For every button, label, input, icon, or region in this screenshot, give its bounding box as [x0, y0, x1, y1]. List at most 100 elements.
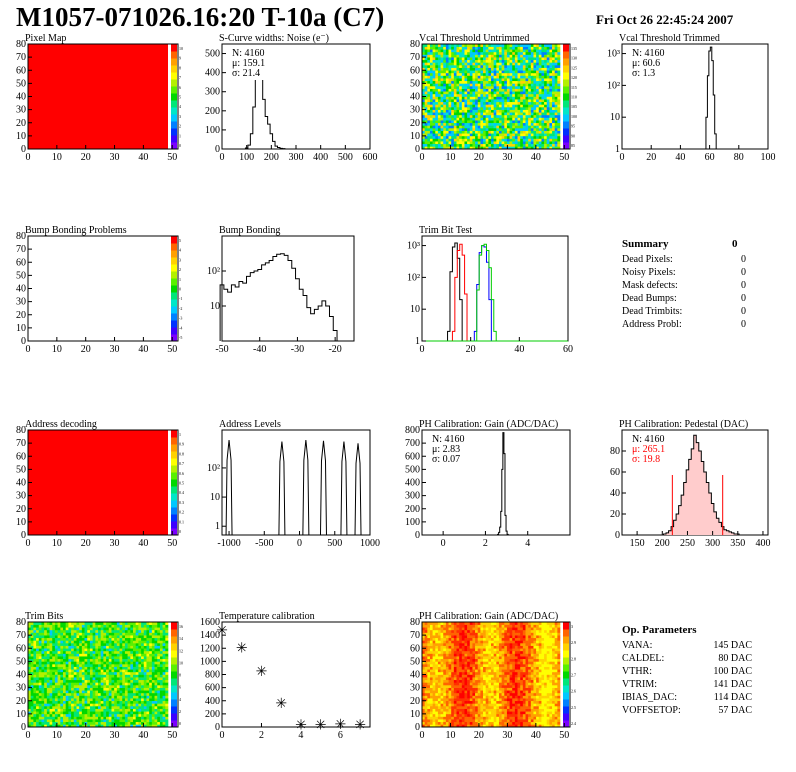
- heatmap-cell: [57, 627, 61, 631]
- heatmap-cell: [469, 46, 473, 50]
- heatmap-cell: [79, 635, 83, 639]
- heatmap-cell: [443, 75, 447, 79]
- heatmap-cell: [138, 695, 142, 699]
- heatmap-cell: [151, 643, 155, 646]
- heatmap-cell: [530, 138, 534, 142]
- heatmap-cell: [459, 54, 463, 58]
- heatmap-cell: [424, 133, 428, 137]
- heatmap-cell: [154, 708, 158, 712]
- heatmap-cell: [122, 724, 126, 728]
- heatmap-cell: [111, 711, 115, 715]
- heatmap-cell: [146, 629, 150, 633]
- heatmap-cell: [127, 656, 131, 660]
- heatmap-cell: [472, 88, 476, 92]
- heatmap-cell: [33, 713, 37, 717]
- heatmap-cell: [76, 713, 80, 717]
- heatmap-cell: [475, 711, 479, 715]
- heatmap-cell: [464, 716, 468, 720]
- heatmap-cell: [28, 627, 31, 631]
- heatmap-cell: [79, 624, 83, 628]
- heatmap-cell: [445, 70, 449, 74]
- heatmap-cell: [528, 713, 532, 717]
- heatmap-cell: [459, 51, 463, 55]
- heatmap-cell: [472, 141, 476, 145]
- heatmap-cell: [54, 658, 58, 662]
- x-tick-label: 150: [630, 538, 645, 549]
- heatmap-cell: [89, 624, 93, 628]
- heatmap-cell: [541, 70, 545, 74]
- heatmap-cell: [422, 46, 425, 50]
- heatmap-cell: [501, 75, 505, 79]
- heatmap-cell: [440, 125, 444, 129]
- heatmap-cell: [46, 716, 50, 720]
- heatmap-cell: [424, 101, 428, 105]
- colorbar-cell: [171, 51, 177, 59]
- heatmap-cell: [429, 112, 433, 116]
- heatmap-cell: [546, 99, 550, 103]
- heatmap-cell: [432, 138, 436, 142]
- heatmap-cell: [52, 719, 56, 723]
- heatmap-cell: [536, 122, 540, 126]
- heatmap-cell: [435, 70, 439, 74]
- heatmap-cell: [63, 629, 66, 633]
- heatmap-cell: [60, 640, 64, 644]
- colorbar-label: 1: [179, 432, 181, 437]
- heatmap-cell: [475, 62, 479, 66]
- heatmap-cell: [501, 135, 505, 139]
- heatmap-cell: [549, 44, 553, 47]
- heatmap-cell: [525, 133, 529, 137]
- heatmap-cell: [73, 671, 77, 675]
- heatmap-cell: [461, 117, 465, 121]
- colorbar-cell: [563, 51, 569, 59]
- heatmap-cell: [71, 656, 75, 660]
- heatmap-cell: [429, 96, 433, 100]
- heatmap-cell: [124, 664, 128, 667]
- heatmap-cell: [38, 635, 42, 639]
- heatmap-cell: [461, 143, 465, 147]
- heatmap-cell: [541, 54, 545, 58]
- heatmap-cell: [440, 67, 444, 71]
- heatmap-cell: [528, 70, 532, 74]
- heatmap-cell: [459, 99, 463, 103]
- heatmap-cell: [65, 713, 69, 717]
- heatmap-cell: [165, 682, 169, 686]
- heatmap-cell: [141, 627, 145, 631]
- heatmap-cell: [49, 658, 53, 662]
- heatmap-cell: [60, 635, 64, 639]
- heatmap-cell: [60, 637, 64, 641]
- heatmap-cell: [57, 685, 61, 688]
- heatmap-cell: [557, 80, 561, 84]
- heatmap-cell: [528, 75, 532, 79]
- y-tick-label: 600: [205, 683, 220, 694]
- heatmap-cell: [557, 44, 561, 47]
- heatmap-cell: [498, 109, 502, 113]
- heatmap-cell: [119, 661, 123, 665]
- heatmap-cell: [84, 637, 88, 641]
- heatmap-cell: [464, 101, 468, 105]
- heatmap-cell: [124, 716, 128, 720]
- heatmap-cell: [475, 99, 479, 103]
- colorbar-cell: [171, 100, 177, 108]
- heatmap-cell: [76, 724, 80, 728]
- heatmap-cell: [443, 91, 447, 95]
- heatmap-cell: [451, 59, 455, 63]
- heatmap-cell: [108, 643, 112, 646]
- heatmap-cell: [506, 721, 510, 725]
- x-tick-label: 6: [338, 730, 343, 741]
- heatmap-cell: [44, 698, 48, 702]
- heatmap-cell: [533, 117, 537, 121]
- heatmap-cell: [435, 117, 439, 121]
- heatmap-cell: [506, 122, 510, 126]
- heatmap-cell: [124, 692, 128, 696]
- colorbar-cell: [171, 93, 177, 101]
- stats-line: μ: 265.1: [632, 444, 665, 455]
- heatmap-cell: [103, 656, 107, 660]
- heatmap-cell: [92, 706, 96, 709]
- heatmap-cell: [475, 91, 479, 95]
- y-tick-label: 50: [410, 78, 420, 89]
- heatmap-cell: [554, 112, 558, 116]
- heatmap-cell: [100, 713, 104, 717]
- heatmap-cell: [488, 138, 492, 142]
- heatmap-cell: [432, 120, 436, 124]
- colorbar-label: 5: [179, 238, 181, 243]
